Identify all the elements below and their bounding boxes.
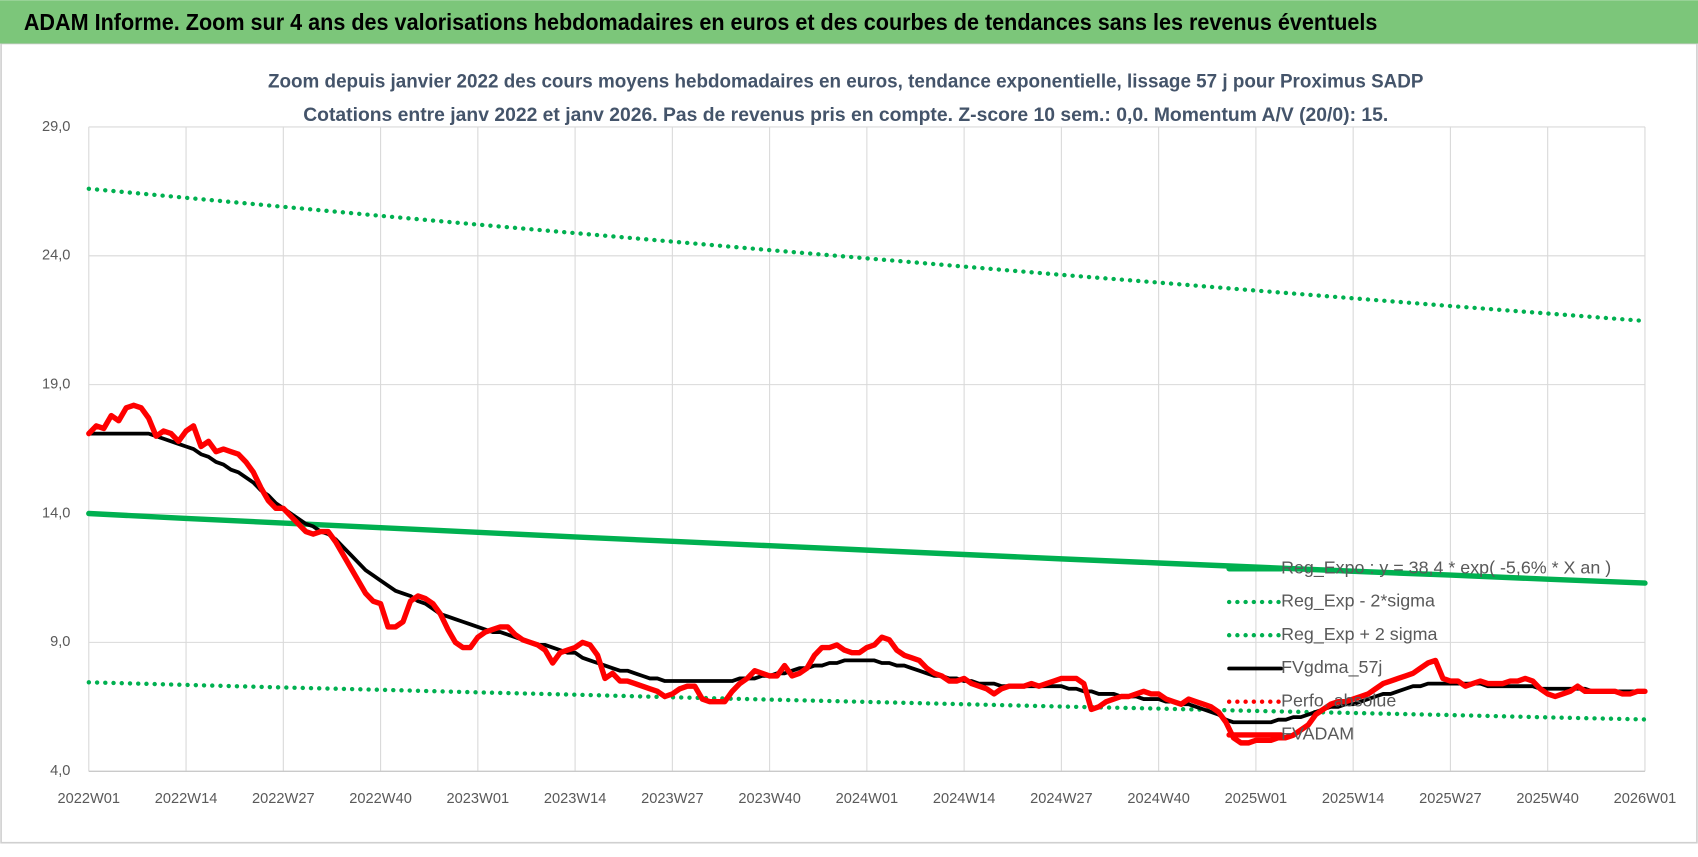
x-tick-label: 2025W01: [1225, 791, 1288, 807]
x-tick-label: 2022W14: [155, 791, 218, 807]
legend: Reg_Expo : y = 38,4 * exp( -5,6% * X an …: [1226, 557, 1611, 744]
x-tick-label: 2025W27: [1419, 791, 1482, 807]
grid: 4,0 9,0 14,0 19,0 24,0 29,0 2022W01 2022W14 2022…: [42, 119, 1676, 807]
header-bar: [0, 0, 1698, 44]
y-tick-label: 24,0: [42, 248, 70, 264]
x-tick-label: 2023W27: [641, 791, 704, 807]
x-tick-label: 2023W01: [447, 791, 510, 807]
legend-label: FVgdma_57j: [1281, 657, 1382, 678]
x-tick-label: 2025W14: [1322, 791, 1385, 807]
x-tick-label: 2022W40: [349, 791, 412, 807]
legend-label: Reg_Exp - 2*sigma: [1281, 591, 1435, 612]
legend-label: FVADAM: [1281, 724, 1354, 744]
series-line: [86, 510, 1648, 586]
legend-label: Reg_Expo : y = 38,4 * exp( -5,6% * X an …: [1281, 557, 1611, 578]
x-tick-label: 2022W01: [58, 791, 121, 807]
y-tick-label: 9,0: [50, 634, 70, 650]
series-line: [86, 402, 1648, 746]
x-tick-label: 2024W14: [933, 791, 996, 807]
chart-subtitle: Cotations entre janv 2022 et janv 2026. …: [303, 104, 1388, 126]
chart-title: Zoom depuis janvier 2022 des cours moyen…: [268, 71, 1423, 93]
y-tick-label: 19,0: [42, 377, 70, 393]
y-tick-label: 4,0: [50, 763, 70, 779]
series-line: [86, 186, 1648, 324]
x-tick-label: 2026W01: [1614, 791, 1677, 807]
x-tick-label: 2024W40: [1127, 791, 1190, 807]
legend-label: Perfo. absolue: [1281, 690, 1396, 710]
x-tick-label: 2024W01: [836, 791, 899, 807]
legend-label: Reg_Exp + 2 sigma: [1281, 624, 1437, 645]
x-tick-label: 2022W27: [252, 791, 315, 807]
x-tick-label: 2023W14: [544, 791, 607, 807]
y-tick-label: 29,0: [42, 119, 70, 135]
header-title: ADAM Informe. Zoom sur 4 ans des valoris…: [24, 9, 1378, 35]
x-tick-label: 2025W40: [1516, 791, 1579, 807]
y-tick-label: 14,0: [42, 505, 70, 521]
x-tick-label: 2023W40: [738, 791, 801, 807]
x-tick-label: 2024W27: [1030, 791, 1093, 807]
series-line: [86, 431, 1647, 725]
series-layer: [86, 186, 1648, 746]
